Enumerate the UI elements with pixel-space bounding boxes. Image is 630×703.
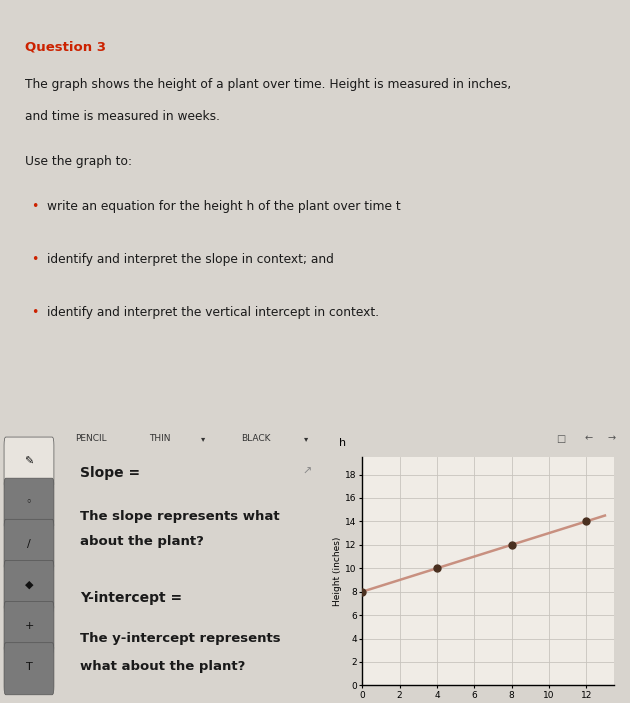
Text: ◦: ◦ — [26, 498, 32, 508]
Text: ←: ← — [584, 434, 592, 444]
FancyBboxPatch shape — [4, 602, 54, 654]
Text: /: / — [27, 539, 31, 549]
Text: ▾: ▾ — [304, 434, 308, 443]
Point — [581, 516, 592, 527]
Text: ↗: ↗ — [303, 466, 312, 477]
Text: Question 3: Question 3 — [25, 41, 106, 54]
Text: Y-intercept =: Y-intercept = — [80, 591, 182, 605]
Text: THIN: THIN — [149, 434, 171, 443]
Text: →: → — [607, 434, 616, 444]
Text: PENCIL: PENCIL — [75, 434, 106, 443]
Point — [507, 539, 517, 550]
Text: ◆: ◆ — [25, 580, 33, 590]
Text: □: □ — [556, 434, 565, 444]
Text: h: h — [338, 438, 346, 448]
Y-axis label: Height (inches): Height (inches) — [333, 536, 343, 606]
Point — [432, 562, 442, 574]
Text: The slope represents what: The slope represents what — [80, 510, 280, 522]
FancyBboxPatch shape — [4, 437, 54, 489]
Text: BLACK: BLACK — [241, 434, 270, 443]
Text: identify and interpret the vertical intercept in context.: identify and interpret the vertical inte… — [47, 306, 379, 319]
Text: write an equation for the height h of the plant over time t: write an equation for the height h of th… — [47, 200, 401, 213]
Point — [357, 586, 367, 598]
Text: T: T — [26, 662, 32, 672]
FancyBboxPatch shape — [4, 643, 54, 695]
Text: The graph shows the height of a plant over time. Height is measured in inches,: The graph shows the height of a plant ov… — [25, 77, 512, 91]
Text: +: + — [25, 621, 33, 631]
Text: Slope =: Slope = — [80, 466, 140, 480]
FancyBboxPatch shape — [4, 520, 54, 572]
FancyBboxPatch shape — [4, 478, 54, 530]
Text: identify and interpret the slope in context; and: identify and interpret the slope in cont… — [47, 253, 334, 266]
Text: about the plant?: about the plant? — [80, 535, 204, 548]
Text: what about the plant?: what about the plant? — [80, 659, 246, 673]
Text: •: • — [32, 306, 39, 319]
FancyBboxPatch shape — [4, 560, 54, 612]
Text: The y-intercept represents: The y-intercept represents — [80, 632, 281, 645]
Text: Use the graph to:: Use the graph to: — [25, 155, 132, 168]
Text: •: • — [32, 200, 39, 213]
Text: •: • — [32, 253, 39, 266]
Text: and time is measured in weeks.: and time is measured in weeks. — [25, 110, 220, 123]
Text: ▾: ▾ — [201, 434, 205, 443]
Text: ✎: ✎ — [25, 457, 33, 467]
